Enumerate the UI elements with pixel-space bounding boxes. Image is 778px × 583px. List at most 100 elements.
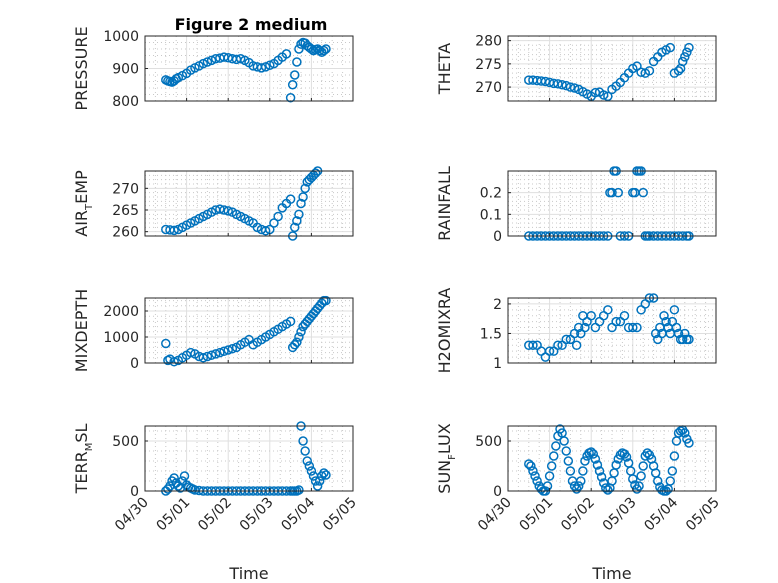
subplot-pressure: 800 900 1000 PRESSURE [72,26,354,111]
y-axis-label: H2OMIXRA [435,288,454,374]
x-tick-label: 05/01 [154,495,194,535]
data-point [273,211,283,222]
data-point [619,310,630,321]
data-point [526,461,536,471]
data-point [634,481,644,491]
series-markers [161,37,331,103]
y-axis-label: RAINFALL [435,166,454,241]
y-tick-label: 0 [130,356,139,372]
data-point [290,70,300,80]
y-tick-label: 0 [130,484,139,500]
y-axis-label: TERRMSL [72,424,95,495]
data-point [684,334,694,345]
y-tick-label: 260 [112,225,139,241]
data-point [636,471,646,481]
y-axis-label: THETA [435,43,454,95]
y-tick-label: 1.5 [480,326,502,342]
y-tick-label: 1000 [103,29,139,45]
x-tick-label: 05/05 [320,495,360,535]
data-point [206,350,217,360]
data-point [671,322,682,333]
x-tick-label: 05/01 [517,495,557,535]
data-point [219,205,229,215]
data-point [292,216,302,226]
data-point [321,44,331,54]
x-tick-label: 05/03 [600,495,640,535]
y-tick-label: 275 [475,57,502,73]
data-point [576,476,586,486]
data-point [551,441,561,451]
data-point [592,460,603,470]
x-tick-label: 04/30 [475,495,515,535]
data-point [611,316,621,327]
data-point [669,451,680,461]
data-point [298,436,308,446]
data-point [306,466,317,476]
data-point [569,83,580,93]
data-point [292,337,302,347]
data-point [265,60,275,70]
data-point [260,62,271,72]
data-point [580,456,590,466]
data-point [603,485,613,495]
data-point [302,456,312,466]
data-point [596,472,607,482]
data-point [296,39,306,49]
data-point [314,45,325,56]
subplot-sun_flux: 0 500 04/30 05/01 05/02 05/03 05/04 05/05 Time SU… [435,423,723,583]
data-point [321,470,331,480]
axes-frame [507,170,717,237]
y-tick-label: 0.2 [480,186,502,202]
subplot-mixdepth: 0 1000 2000 MIXDEPTH [72,289,354,372]
data-point [206,55,217,66]
data-point [565,466,576,476]
axes-frame [507,35,717,102]
y-tick-label: 500 [475,434,502,450]
data-point [644,66,655,76]
data-point [638,187,648,198]
y-tick-label: 0 [493,229,502,245]
data-point [186,347,196,358]
data-point [621,452,632,462]
data-point [571,340,582,351]
y-tick-label: 265 [112,203,139,219]
series-markers [524,293,694,362]
series-markers [161,295,331,367]
series-markers [161,166,323,241]
y-tick-label: 280 [475,34,502,50]
data-point [269,218,279,228]
data-point [680,428,690,438]
axes-frame [144,170,354,237]
data-point [524,459,534,469]
data-point [319,45,329,56]
data-point [611,460,621,470]
axes-frame [144,425,354,492]
data-point [219,346,229,357]
y-tick-label: 500 [112,434,139,450]
data-point [549,451,559,461]
data-point [677,334,688,345]
subplot-rainfall: 0 0.1 0.2 RAINFALL [435,166,717,245]
x-tick-label: 05/03 [237,495,277,535]
data-point [235,54,246,64]
data-point [300,446,310,456]
data-point [163,355,173,366]
data-point [553,340,563,351]
data-point [298,192,308,202]
data-point [285,194,296,204]
y-tick-label: 1 [493,356,502,372]
data-point [677,56,688,67]
data-point [590,454,601,464]
data-point [661,316,671,327]
x-tick-label: 05/02 [195,495,235,535]
data-point [665,476,675,486]
data-point [638,461,648,471]
y-axis-label: AIRTEMP [72,170,95,237]
data-point [653,476,663,486]
x-tick-label: 05/05 [683,495,723,535]
data-point [682,47,692,57]
data-point [292,57,302,67]
data-point [565,82,576,92]
data-point [573,322,584,333]
